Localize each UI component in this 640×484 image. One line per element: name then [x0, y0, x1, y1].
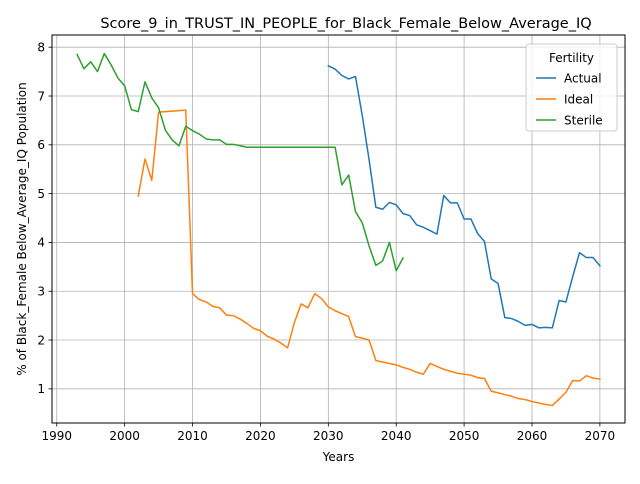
chart-title: Score_9_in_TRUST_IN_PEOPLE_for_Black_Fem…	[100, 16, 591, 32]
y-tick-label: 7	[37, 89, 45, 103]
y-tick-label: 6	[37, 138, 45, 152]
y-tick-label: 3	[37, 285, 45, 299]
x-axis-label: Years	[322, 450, 355, 464]
series-line-ideal	[137, 109, 601, 407]
legend-label-ideal: Ideal	[564, 92, 593, 106]
y-axis-label: % of Black_Female Below_Average_IQ Popul…	[15, 82, 29, 376]
x-tick-label: 2070	[585, 429, 616, 443]
x-tick-label: 1990	[41, 429, 72, 443]
y-tick-label: 5	[37, 187, 45, 201]
legend-label-sterile: Sterile	[564, 113, 603, 127]
y-tick-label: 2	[37, 333, 45, 347]
y-tick-label: 1	[37, 382, 45, 396]
x-tick-label: 2060	[517, 429, 548, 443]
plot-frame	[51, 34, 626, 424]
legend-box	[525, 43, 618, 132]
x-tick-label: 2000	[109, 429, 140, 443]
x-axis-ticks: 1990 2000 2010 2020 2030 2040 2050 2060 2070	[41, 423, 615, 443]
legend-label-actual: Actual	[564, 71, 602, 85]
series-line-sterile	[76, 52, 405, 272]
legend: Fertility Actual Ideal Sterile	[525, 43, 618, 132]
x-tick-label: 2030	[313, 429, 344, 443]
x-tick-label: 2010	[177, 429, 208, 443]
x-tick-label: 2050	[449, 429, 480, 443]
legend-title: Fertility	[549, 51, 594, 65]
x-tick-label: 2040	[381, 429, 412, 443]
y-tick-label: 4	[37, 236, 45, 250]
series-lines	[76, 52, 601, 407]
x-tick-label: 2020	[245, 429, 276, 443]
y-tick-label: 8	[37, 41, 45, 55]
series-line-actual	[327, 64, 601, 329]
y-axis-ticks: 1 2 3 4 5 6 7 8	[37, 41, 52, 396]
